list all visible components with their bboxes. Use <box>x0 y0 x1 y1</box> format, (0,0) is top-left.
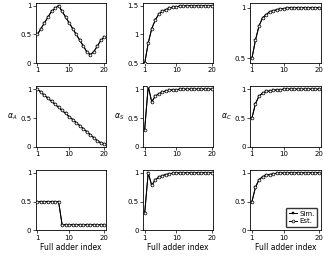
X-axis label: Full adder index: Full adder index <box>255 243 316 252</box>
Legend: Sim., Est.: Sim., Est. <box>286 208 317 227</box>
X-axis label: Full adder index: Full adder index <box>147 243 209 252</box>
Y-axis label: $\alpha_S$: $\alpha_S$ <box>114 111 124 122</box>
Y-axis label: $\alpha_A$: $\alpha_A$ <box>7 111 17 122</box>
Y-axis label: $\alpha_C$: $\alpha_C$ <box>221 111 232 122</box>
X-axis label: Full adder index: Full adder index <box>40 243 102 252</box>
